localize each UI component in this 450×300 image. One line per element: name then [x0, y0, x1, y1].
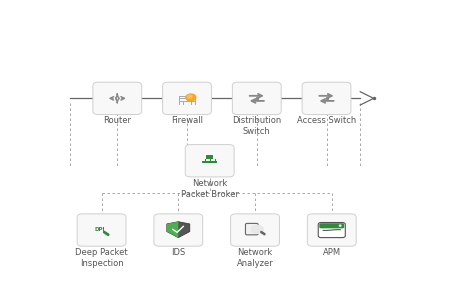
FancyBboxPatch shape: [212, 161, 217, 163]
FancyBboxPatch shape: [162, 82, 212, 115]
FancyBboxPatch shape: [318, 223, 345, 238]
FancyBboxPatch shape: [307, 214, 356, 246]
Text: IDS: IDS: [171, 248, 185, 257]
Circle shape: [187, 95, 192, 98]
Text: Network
Packet Broker: Network Packet Broker: [181, 178, 238, 199]
FancyBboxPatch shape: [77, 214, 126, 246]
FancyBboxPatch shape: [302, 82, 351, 115]
FancyBboxPatch shape: [245, 224, 258, 235]
FancyBboxPatch shape: [202, 161, 207, 163]
Circle shape: [339, 225, 341, 226]
FancyBboxPatch shape: [207, 161, 212, 163]
Text: Distribution
Switch: Distribution Switch: [232, 116, 281, 136]
Polygon shape: [167, 222, 178, 238]
Polygon shape: [167, 222, 190, 238]
FancyBboxPatch shape: [93, 82, 142, 115]
Text: Router: Router: [104, 116, 131, 125]
FancyBboxPatch shape: [154, 214, 202, 246]
Text: Firewall: Firewall: [171, 116, 203, 125]
Text: Deep Packet
Inspection: Deep Packet Inspection: [75, 248, 128, 268]
Text: APM: APM: [323, 248, 341, 257]
FancyBboxPatch shape: [230, 214, 279, 246]
FancyBboxPatch shape: [320, 223, 344, 228]
FancyBboxPatch shape: [232, 82, 281, 115]
Text: Access Switch: Access Switch: [297, 116, 356, 125]
Text: Network
Analyzer: Network Analyzer: [237, 248, 274, 268]
Circle shape: [186, 94, 196, 101]
Circle shape: [252, 226, 263, 233]
FancyBboxPatch shape: [185, 145, 234, 177]
Text: DPI: DPI: [95, 227, 105, 232]
FancyBboxPatch shape: [206, 155, 213, 159]
